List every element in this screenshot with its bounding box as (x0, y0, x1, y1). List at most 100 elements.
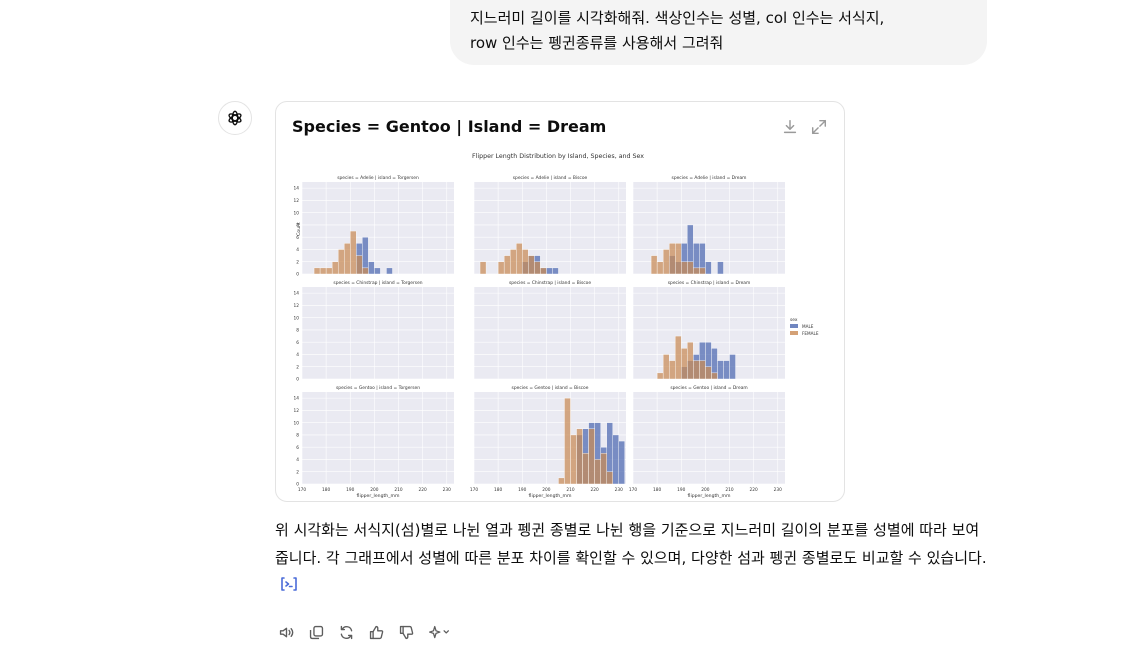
histogram-bar-male (386, 267, 393, 275)
y-tick-label: 12 (294, 408, 300, 414)
histogram-bar-female (509, 249, 517, 275)
histogram-bar-female (693, 267, 700, 275)
legend-title: sex (790, 318, 798, 323)
legend-label: MALE (802, 324, 814, 329)
x-axis-label: flipper_length_mm (529, 493, 572, 499)
histogram-bar-female (522, 249, 529, 275)
y-tick-label: 10 (294, 420, 300, 426)
x-tick-label: 220 (750, 487, 758, 493)
x-tick-label: 180 (653, 487, 661, 493)
legend-swatch (790, 324, 798, 328)
answer-text: 위 시각화는 서식지(섬)별로 나뉜 열과 펭귄 종별로 나뉜 행을 기준으로 … (275, 521, 987, 567)
histogram-bar-female (681, 348, 688, 380)
histogram-bar-female (350, 230, 357, 275)
y-tick-label: 14 (294, 291, 300, 297)
histogram-bar-female (675, 243, 682, 275)
histogram-bar-female (705, 366, 712, 380)
histogram-bar-female (687, 261, 694, 275)
histogram-bar-female (528, 255, 535, 275)
histogram-bar-female (693, 360, 700, 380)
histogram-bar-female (668, 243, 676, 275)
y-tick-label: 10 (294, 315, 300, 321)
histogram-bar-female (681, 261, 688, 275)
regenerate-icon[interactable] (336, 622, 356, 642)
histogram-bar-female (582, 453, 589, 485)
histogram-bar-female (356, 255, 363, 275)
histogram-bar-female (516, 243, 523, 275)
x-tick-label: 230 (774, 487, 782, 493)
histogram-bar-female (606, 471, 613, 485)
y-tick-label: 14 (294, 396, 300, 402)
code-citation-icon[interactable] (279, 573, 299, 601)
histogram-bar-male (368, 261, 375, 275)
histogram-bar-female (594, 459, 601, 485)
y-tick-label: 0 (296, 482, 299, 488)
histogram-bar-female (540, 267, 547, 275)
x-tick-label: 210 (725, 487, 733, 493)
histogram-bar-male (717, 360, 724, 380)
histogram-bar-female (699, 360, 706, 380)
x-tick-label: 180 (494, 487, 502, 493)
facet-panel (633, 182, 785, 274)
read-aloud-icon[interactable] (276, 622, 296, 642)
legend-label: FEMALE (802, 331, 819, 336)
thumbs-up-icon[interactable] (366, 622, 386, 642)
y-tick-label: 12 (294, 198, 300, 204)
thumbs-down-icon[interactable] (396, 622, 416, 642)
y-tick-label: 10 (294, 210, 300, 216)
y-tick-label: 4 (296, 352, 299, 358)
histogram-bar-female (534, 261, 541, 275)
facet-title: species = Gentoo | island = Biscoe (512, 385, 589, 391)
facet-title: species = Adelie | island = Biscoe (513, 175, 588, 181)
x-tick-label: 190 (346, 487, 354, 493)
histogram-bar-male (374, 267, 381, 275)
y-tick-label: 6 (296, 445, 299, 451)
histogram-bar-male (723, 360, 730, 380)
facet-panel (633, 392, 785, 484)
histogram-bar-male (705, 261, 712, 275)
y-tick-label: 0 (296, 272, 299, 278)
histogram-bar-female (650, 255, 658, 275)
histogram-bar-female (325, 267, 333, 275)
download-icon[interactable] (781, 118, 799, 136)
x-tick-label: 220 (591, 487, 599, 493)
facet-title: species = Adelie | island = Torgersen (337, 175, 419, 181)
x-tick-label: 210 (566, 487, 574, 493)
assistant-avatar (218, 101, 252, 135)
histogram-bar-male (618, 440, 625, 485)
histogram-bar-female (497, 261, 505, 275)
x-tick-label: 200 (542, 487, 550, 493)
histogram-bar-female (662, 249, 670, 275)
histogram-bar-female (699, 267, 706, 275)
histogram-bar-male (546, 267, 553, 275)
histogram-bar-female (570, 434, 577, 485)
copy-icon[interactable] (306, 622, 326, 642)
histogram-bar-female (656, 372, 664, 380)
facet-histogram-figure: Flipper Length Distribution by Island, S… (294, 153, 819, 499)
message-actions (276, 622, 462, 642)
facet-panel (474, 287, 626, 379)
histogram-bar-female (337, 249, 345, 275)
y-axis-label: Count (296, 222, 302, 236)
y-tick-label: 8 (296, 433, 299, 439)
x-tick-label: 200 (701, 487, 709, 493)
facet-panel (302, 182, 454, 274)
histogram-bar-female (656, 261, 664, 275)
y-tick-label: 2 (296, 364, 299, 370)
expand-icon[interactable] (810, 118, 828, 136)
y-tick-label: 4 (296, 457, 299, 463)
x-axis-label: flipper_length_mm (688, 493, 731, 499)
x-axis-label: flipper_length_mm (357, 493, 400, 499)
model-switch-icon[interactable] (426, 622, 452, 642)
histogram-bar-female (362, 267, 369, 275)
histogram-bar-female (662, 354, 670, 380)
histogram-bar-female (319, 267, 327, 275)
chart-output-card: Flipper Length Distribution by Island, S… (275, 101, 845, 502)
x-tick-label: 200 (370, 487, 378, 493)
histogram-bar-female (668, 360, 676, 380)
x-tick-label: 170 (298, 487, 306, 493)
histogram-bar-female (479, 261, 487, 275)
x-tick-label: 180 (322, 487, 330, 493)
y-tick-label: 2 (296, 469, 299, 475)
user-message-text: 지느러미 길이를 시각화해줘. 색상인수는 성별, col 인수는 서식지, r… (470, 9, 885, 52)
